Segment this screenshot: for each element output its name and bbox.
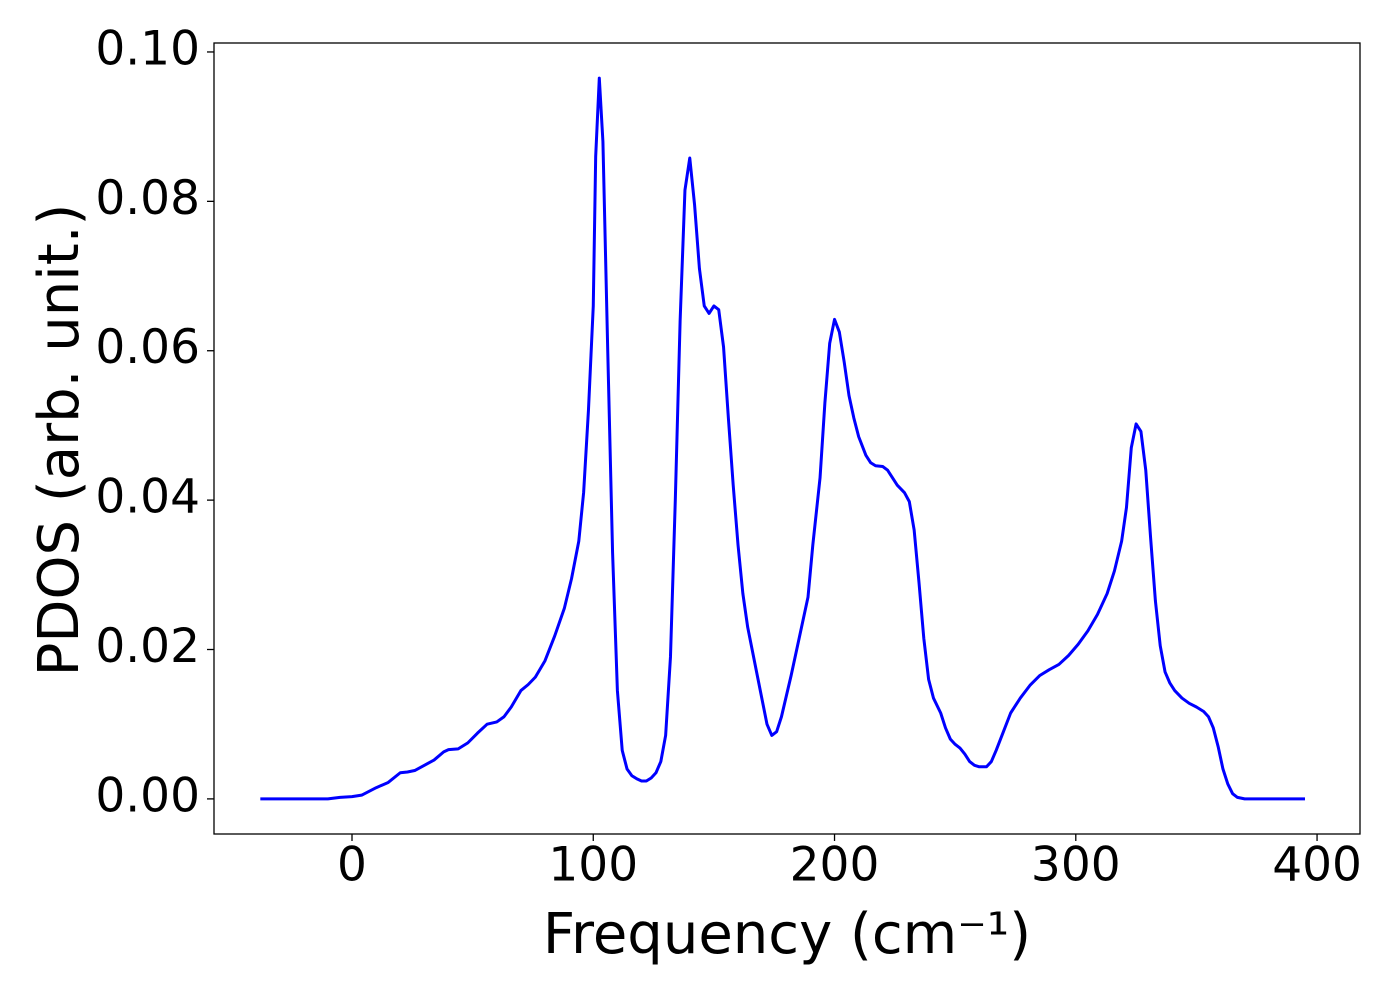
y-tick-label: 0.06 [95,320,200,375]
y-tick-label: 0.10 [95,21,200,76]
x-tick-label: 400 [1272,838,1362,893]
x-tick-label: 100 [548,838,638,893]
x-tick-label: 0 [337,838,367,893]
plot-frame [213,42,1361,835]
y-tick-label: 0.08 [95,171,200,226]
y-tick-label: 0.02 [95,619,200,674]
y-tick-label: 0.00 [95,768,200,823]
x-tick-label: 200 [790,838,880,893]
y-tick-label: 0.04 [95,470,200,525]
x-axis-label: Frequency (cm⁻¹) [543,902,1031,967]
y-axis-label: PDOS (arb. unit.) [27,204,92,677]
x-tick-label: 300 [1031,838,1121,893]
data-line [260,76,1305,801]
